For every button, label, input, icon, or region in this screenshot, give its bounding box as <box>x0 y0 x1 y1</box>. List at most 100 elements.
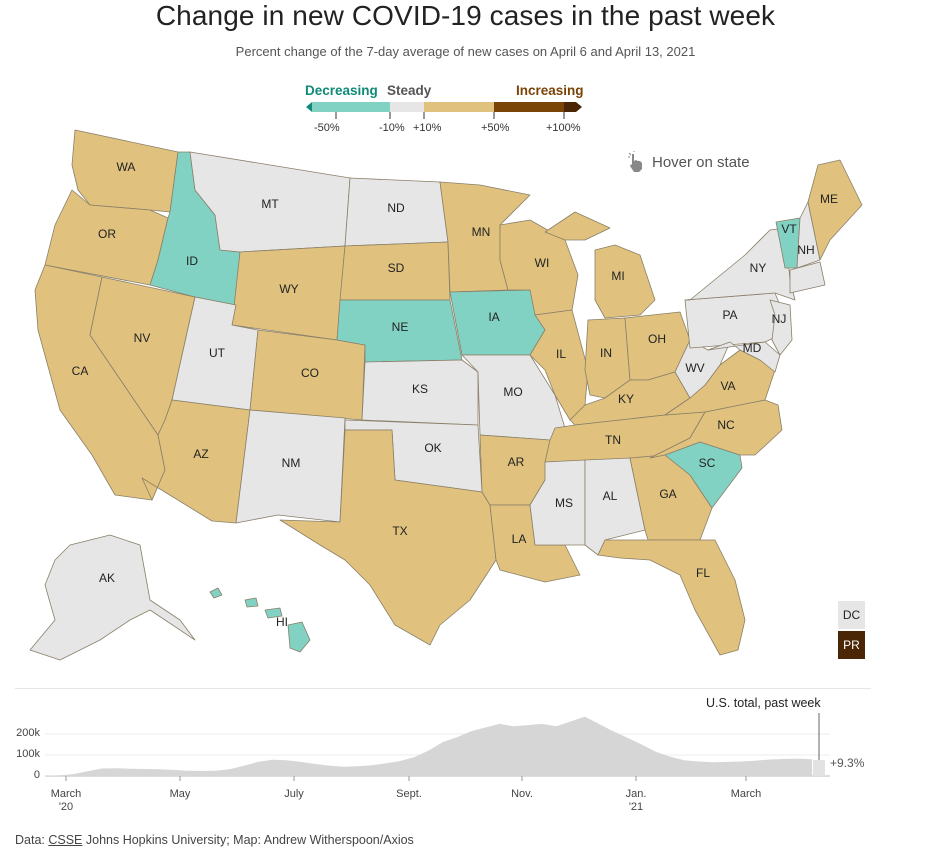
state-label-az: AZ <box>193 447 208 461</box>
state-label-fl: FL <box>696 566 710 580</box>
cases-area <box>45 716 812 776</box>
footer-credit: Data: CSSE Johns Hopkins University; Map… <box>15 833 414 847</box>
timeseries-change: +9.3% <box>830 756 865 770</box>
state-label-mi: MI <box>611 269 624 283</box>
state-label-il: IL <box>556 347 566 361</box>
section-divider <box>15 688 871 689</box>
state-co[interactable] <box>249 329 366 421</box>
legend-extreme-increase-arrow <box>564 102 582 112</box>
us-states-map <box>29 129 863 661</box>
state-label-co: CO <box>301 366 319 380</box>
state-label-ca: CA <box>72 364 89 378</box>
state-nh[interactable] <box>789 261 826 294</box>
x-tick-label: March <box>50 788 82 800</box>
state-label-ky: KY <box>618 392 634 406</box>
state-label-ok: OK <box>424 441 441 455</box>
legend-strong-increase-segment <box>494 102 564 112</box>
state-label-nm: NM <box>282 456 301 470</box>
state-label-wa: WA <box>117 160 136 174</box>
x-tick-sublabel: '20 <box>58 801 74 813</box>
state-ks[interactable] <box>361 359 479 426</box>
state-label-pa: PA <box>722 308 737 322</box>
state-label-vt: VT <box>781 222 797 236</box>
legend-increase-segment <box>424 102 494 112</box>
state-hi[interactable] <box>264 607 283 619</box>
state-label-ks: KS <box>412 382 428 396</box>
state-mi[interactable] <box>544 211 611 241</box>
dc-label: DC <box>842 608 861 622</box>
last-week-bar <box>813 760 825 776</box>
state-label-wi: WI <box>535 256 550 270</box>
state-label-tn: TN <box>605 433 621 447</box>
state-mi[interactable] <box>594 244 656 319</box>
state-label-sd: SD <box>388 261 405 275</box>
state-label-nc: NC <box>717 418 735 432</box>
x-tick-label: May <box>169 788 191 800</box>
state-label-va: VA <box>720 379 735 393</box>
state-label-mo: MO <box>503 385 522 399</box>
legend-strong-decrease-arrow <box>306 102 312 112</box>
state-label-id: ID <box>186 254 198 268</box>
state-hi[interactable] <box>244 597 259 608</box>
state-il[interactable] <box>529 309 589 421</box>
legend-decrease-segment <box>312 102 390 112</box>
pointer-hand-icon <box>628 151 642 172</box>
state-label-nv: NV <box>134 331 151 345</box>
x-tick-label: Nov. <box>511 788 533 800</box>
state-label-la: LA <box>512 532 527 546</box>
dc-box[interactable]: DC <box>838 601 865 629</box>
state-hi[interactable] <box>209 587 223 599</box>
state-fl[interactable] <box>597 539 746 656</box>
legend-decreasing-label: Decreasing <box>305 83 378 98</box>
state-label-nd: ND <box>387 201 405 215</box>
state-label-md: MD <box>743 341 762 355</box>
x-tick-label: March <box>730 788 762 800</box>
page-title: Change in new COVID-19 cases in the past… <box>155 0 776 31</box>
x-tick-sublabel: '21 <box>628 801 644 813</box>
pr-label: PR <box>843 638 860 652</box>
x-tick-label: July <box>284 788 304 800</box>
state-label-mt: MT <box>261 197 279 211</box>
state-label-oh: OH <box>648 332 666 346</box>
us-total-timeseries <box>45 713 830 781</box>
state-labels: WA OR CA NV ID MT WY UT AZ CO NM ND SD N… <box>72 160 838 629</box>
state-label-hi: HI <box>276 615 288 629</box>
state-label-ny: NY <box>750 261 767 275</box>
state-label-or: OR <box>98 227 116 241</box>
state-label-ga: GA <box>659 487 676 501</box>
state-me[interactable] <box>807 159 863 261</box>
state-label-ms: MS <box>555 496 573 510</box>
state-ny[interactable] <box>684 227 796 301</box>
state-md[interactable] <box>707 341 781 373</box>
subtitle: Percent change of the 7-day average of n… <box>235 44 696 59</box>
state-hi[interactable] <box>287 621 311 653</box>
state-label-ar: AR <box>508 455 525 469</box>
state-nm[interactable] <box>235 409 346 524</box>
csse-link[interactable]: CSSE <box>48 833 83 847</box>
hover-hint: Hover on state <box>626 151 750 172</box>
x-tick-label: Jan. <box>625 788 647 800</box>
state-ak[interactable] <box>29 534 196 661</box>
state-label-mn: MN <box>472 225 491 239</box>
state-label-ak: AK <box>99 571 115 585</box>
state-label-nj: NJ <box>772 312 787 326</box>
hover-hint-text: Hover on state <box>652 154 750 171</box>
legend-tick-minus50: -50% <box>314 122 340 134</box>
x-tick-label: Sept. <box>396 788 422 800</box>
state-label-ne: NE <box>392 320 409 334</box>
pr-box[interactable]: PR <box>838 631 865 659</box>
state-tx[interactable] <box>279 429 497 646</box>
y-tick-0: 0 <box>33 769 40 781</box>
state-nc[interactable] <box>649 399 783 459</box>
state-label-tx: TX <box>392 524 407 538</box>
legend-steady-label: Steady <box>387 83 432 98</box>
legend-tick-minus10: -10% <box>379 122 405 134</box>
state-label-sc: SC <box>699 456 716 470</box>
state-nj[interactable] <box>769 299 793 356</box>
state-label-ia: IA <box>488 310 499 324</box>
state-label-ut: UT <box>209 346 226 360</box>
state-label-in: IN <box>600 346 612 360</box>
y-tick-200k: 200k <box>16 727 40 739</box>
state-label-wv: WV <box>685 361 704 375</box>
legend-tick-plus10: +10% <box>413 122 442 134</box>
